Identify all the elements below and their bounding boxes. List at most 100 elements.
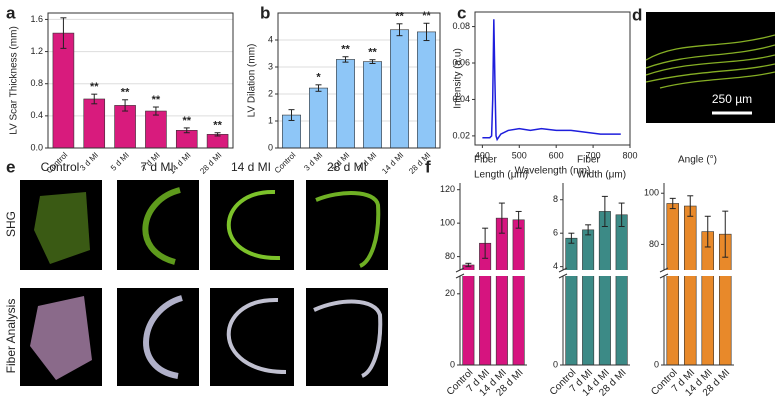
x-tick-label: 7 d MI <box>356 151 378 173</box>
break-mark <box>558 267 568 273</box>
bar <box>666 203 679 366</box>
chart-title: Fiber <box>474 155 497 166</box>
significance: ** <box>152 94 161 106</box>
y-tick-label: 6 <box>553 228 558 238</box>
scale-bar-label: 250 µm <box>712 92 752 106</box>
bar <box>701 231 714 366</box>
significance: ** <box>90 81 99 93</box>
y-axis-label: LV Dilation (mm) <box>247 44 258 118</box>
y-axis-label: LV Scar Thickness (mm) <box>9 26 20 135</box>
column-header: 28 d MI <box>327 160 367 174</box>
bar <box>582 229 595 366</box>
fiber-analysis-tissue <box>30 295 383 380</box>
bar <box>683 205 697 366</box>
y-tick-label: 0 <box>268 142 273 152</box>
break-mark <box>455 273 465 279</box>
x-tick-label: 600 <box>549 150 564 160</box>
bar <box>336 59 355 149</box>
y-tick-label: 0.06 <box>452 57 470 67</box>
y-tick-label: 4 <box>268 34 273 44</box>
panel-label: e <box>6 157 15 176</box>
y-tick-label: 80 <box>445 251 455 261</box>
x-tick-label: Control <box>273 150 298 175</box>
y-tick-label: 8 <box>553 194 558 204</box>
panel-d: d 250 µm <box>632 5 775 123</box>
panel-label: b <box>260 3 270 22</box>
break-mark <box>659 273 669 279</box>
y-tick-label: 0 <box>450 359 455 369</box>
chart-title: Angle (°) <box>678 155 717 166</box>
y-tick-label: 1.2 <box>30 46 43 56</box>
significance: ** <box>395 11 404 23</box>
y-tick-label: 0.08 <box>452 21 470 31</box>
y-tick-label: 0.4 <box>30 110 43 120</box>
significance: ** <box>182 115 191 127</box>
row-label: Fiber Analysis <box>4 299 18 374</box>
bar <box>495 217 508 366</box>
significance: * <box>316 72 321 84</box>
bar <box>417 31 436 149</box>
panel-e: e Control 7 d MI 14 d MI 28 d MI SHG Fib… <box>4 157 388 386</box>
bar <box>390 29 409 149</box>
y-tick-label: 20 <box>445 288 455 298</box>
chart-title: Length (μm) <box>474 170 528 181</box>
bar <box>512 219 525 366</box>
break-mark <box>558 273 568 279</box>
y-axis-label: Intensity (a.u) <box>453 48 464 109</box>
y-tick-label: 100 <box>644 188 659 198</box>
panel-label: d <box>632 5 642 24</box>
x-tick-label: 800 <box>622 150 637 160</box>
y-tick-label: 120 <box>440 184 455 194</box>
y-tick-label: 0 <box>553 359 558 369</box>
x-tick-label: 5 d MI <box>109 151 131 173</box>
y-tick-label: 100 <box>440 218 455 228</box>
bar <box>462 264 475 366</box>
y-tick-label: 2 <box>268 88 273 98</box>
y-tick-label: 0.02 <box>452 130 470 140</box>
bar <box>114 105 136 149</box>
fibers <box>645 34 775 89</box>
y-tick-label: 0.8 <box>30 78 43 88</box>
significance: ** <box>121 87 130 99</box>
chart-title: Fiber <box>577 155 600 166</box>
break-mark <box>455 267 465 273</box>
y-tick-label: 1 <box>268 115 273 125</box>
bar <box>598 211 611 366</box>
break-mark <box>659 267 669 273</box>
shg-tissue <box>34 187 381 268</box>
frame <box>474 11 631 146</box>
bar <box>363 61 382 149</box>
x-tick-label: 14 d MI <box>380 151 405 176</box>
x-tick-label: 28 d MI <box>198 151 223 176</box>
frame <box>47 12 234 149</box>
y-tick-label: 0.04 <box>452 94 470 104</box>
y-tick-label: 0.0 <box>30 142 43 152</box>
bar <box>145 110 167 149</box>
x-tick-label: 500 <box>512 150 527 160</box>
x-tick-label: 3 d MI <box>302 151 324 173</box>
bar <box>479 242 492 366</box>
column-header: 14 d MI <box>231 160 271 174</box>
panel-label: a <box>6 3 16 22</box>
significance: ** <box>341 44 350 56</box>
row-label: SHG <box>4 211 18 237</box>
y-tick-label: 80 <box>649 239 659 249</box>
chart-title: Width (μm) <box>577 170 626 181</box>
axis-break <box>658 270 740 276</box>
bar <box>565 237 578 366</box>
bar <box>52 32 75 149</box>
spectrum-line <box>482 19 621 142</box>
x-tick-label: 400 <box>475 150 490 160</box>
bar <box>615 214 628 366</box>
axis-break <box>454 270 533 276</box>
bar <box>83 98 106 149</box>
column-header: 7 d MI <box>140 160 173 174</box>
x-axis-label: Wavelength (nm) <box>515 166 591 177</box>
significance: ** <box>213 120 222 132</box>
y-tick-label: 3 <box>268 61 273 71</box>
significance: ** <box>422 10 431 22</box>
column-header: Control <box>41 160 80 174</box>
y-tick-label: 4 <box>553 261 558 271</box>
panel-label: f <box>425 157 431 176</box>
panel-label: c <box>457 3 466 22</box>
